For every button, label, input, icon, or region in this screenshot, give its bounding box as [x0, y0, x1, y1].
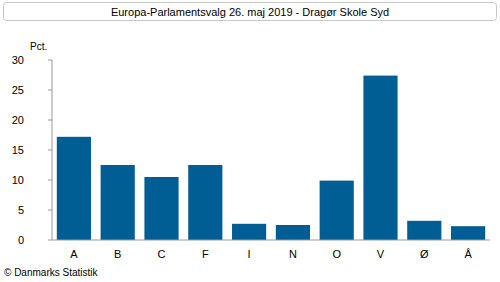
source: © Danmarks Statistik [4, 267, 99, 278]
y-tick [48, 180, 52, 181]
bar [320, 181, 354, 240]
bar [144, 177, 178, 240]
x-tick-label: B [114, 248, 121, 260]
y-tick-label: 0 [18, 234, 24, 246]
y-tick-label: 15 [12, 144, 24, 156]
y-tick-label: 5 [18, 204, 24, 216]
title: Europa-Parlamentsvalg 26. maj 2019 - Dra… [111, 6, 389, 18]
x-tick-label: Å [464, 248, 472, 260]
x-tick-label: C [158, 248, 166, 260]
y-tick [48, 90, 52, 91]
x-tick-label: F [202, 248, 209, 260]
y-tick [48, 60, 52, 61]
chart-container: Europa-Parlamentsvalg 26. maj 2019 - Dra… [0, 0, 500, 282]
bar [101, 165, 135, 240]
y-tick [48, 210, 52, 211]
x-tick-label: O [332, 248, 341, 260]
y-label: Pct. [30, 41, 47, 52]
x-tick-label: Ø [420, 248, 429, 260]
bar [57, 137, 91, 240]
y-tick [48, 150, 52, 151]
bar [276, 225, 310, 240]
y-tick-label: 30 [12, 54, 24, 66]
title-box [4, 3, 497, 21]
bar [363, 76, 397, 240]
y-axis [52, 60, 53, 240]
bars [57, 76, 485, 240]
y-tick-label: 10 [12, 174, 24, 186]
y-tick-label: 25 [12, 84, 24, 96]
bar [232, 224, 266, 240]
bar [407, 221, 441, 240]
chart-svg: Europa-Parlamentsvalg 26. maj 2019 - Dra… [0, 0, 500, 282]
bar [188, 165, 222, 240]
x-tick-label: I [248, 248, 251, 260]
bar [451, 226, 485, 240]
y-tick-label: 20 [12, 114, 24, 126]
x-axis [52, 240, 490, 241]
y-tick [48, 240, 52, 241]
x-tick-label: N [289, 248, 297, 260]
x-tick-label: A [70, 248, 78, 260]
x-tick-label: V [377, 248, 385, 260]
y-tick [48, 120, 52, 121]
